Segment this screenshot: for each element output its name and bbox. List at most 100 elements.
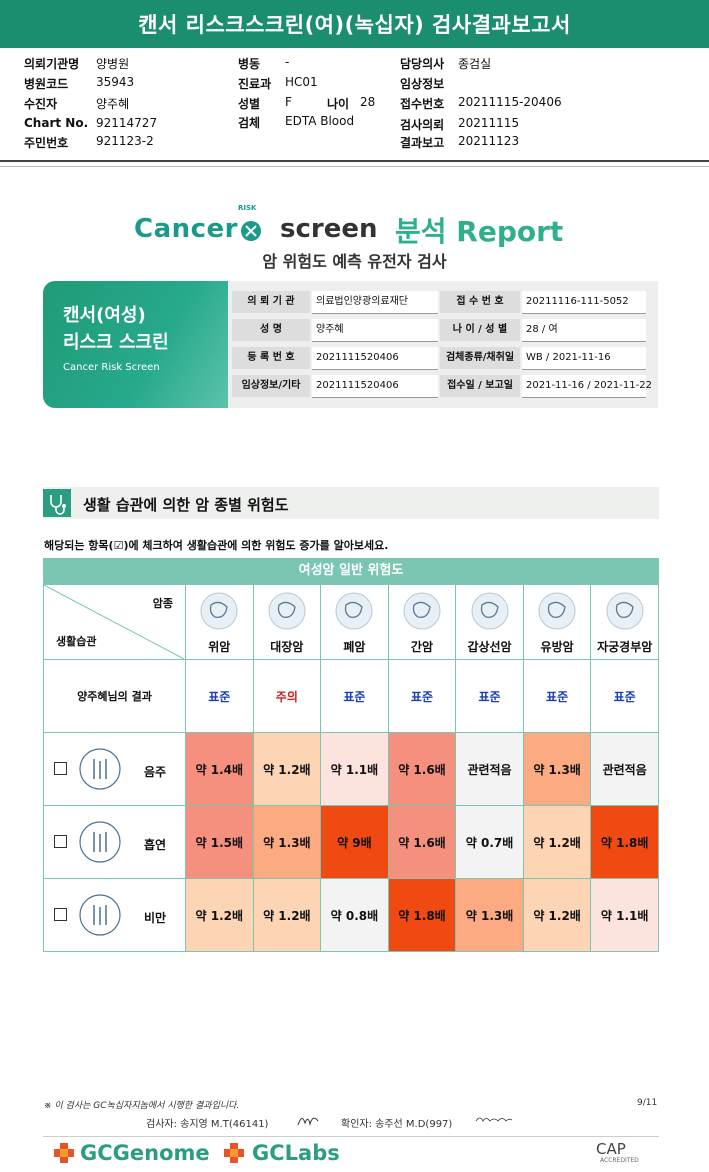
result-row-label: 양주혜님의 결과 [43, 659, 186, 733]
confirmer-signature [475, 1117, 513, 1122]
dna-logo-icon [241, 221, 261, 241]
liver-icon [400, 591, 444, 634]
info-value: 의료법인양광의료재단 [312, 291, 438, 314]
section-title: 생활 습관에 의한 암 종별 위험도 [83, 496, 289, 514]
habit-rows: 음주 약 1.4배 약 1.2배 약 1.1배 약 1.6배 관련적음 약 1.3배 관련적음… [43, 732, 659, 952]
info-value: 양주혜 [312, 319, 438, 342]
header-label: 임상정보 [400, 77, 445, 91]
info-value: 28 / 여 [522, 319, 646, 342]
stomach-icon [197, 591, 241, 634]
result-cell: 표준 [387, 659, 457, 733]
colon-icon [265, 591, 309, 634]
cancer-name: 간암 [410, 640, 434, 654]
header-label: Chart No. [24, 116, 89, 130]
risk-value-cell: 약 0.7배 [455, 805, 524, 879]
risk-table-heading: 여성암 일반 위험도 [43, 558, 659, 584]
header-label: 성별 [238, 97, 261, 111]
risk-value-cell: 약 1.2배 [185, 878, 254, 952]
habit-row: 음주 약 1.4배 약 1.2배 약 1.1배 약 1.6배 관련적음 약 1.3배 관련적음 [43, 732, 659, 806]
header-divider-thin [0, 166, 709, 167]
risk-value-cell: 약 1.8배 [387, 878, 457, 952]
header-label: 의뢰기관명 [24, 57, 80, 71]
header-label: 병동 [238, 57, 261, 71]
habit-checkbox[interactable] [54, 762, 67, 775]
habit-checkbox[interactable] [54, 908, 67, 921]
footer-note: ※ 이 검사는 GC녹십자지놈에서 시행한 결과입니다. [44, 1101, 240, 1111]
result-cell: 주의 [252, 659, 322, 733]
cap-logo: CAP [596, 1140, 626, 1158]
logo-report-text: 분석 Report [395, 215, 564, 248]
header-label: 접수번호 [400, 97, 445, 111]
info-label: 나 이 / 성 별 [440, 319, 520, 341]
corner-cell: 암종 생활습관 [43, 584, 186, 660]
cancer-col-header: 폐암 [320, 584, 389, 660]
obesity-icon [78, 893, 122, 940]
header-divider [0, 160, 709, 162]
corner-diagonal [44, 585, 184, 659]
risk-value-cell: 약 1.2배 [522, 878, 592, 952]
risk-value-cell: 약 1.2배 [522, 805, 592, 879]
header-value: 양주혜 [96, 97, 130, 111]
logo-risk-text: RISK [238, 204, 257, 212]
product-card-line2: 리스크 스크린 [63, 332, 169, 353]
header-value: 20211115-20406 [458, 95, 562, 109]
risk-value-cell: 약 1.2배 [252, 878, 322, 952]
cancer-name: 유방암 [540, 640, 574, 654]
report-title: 캔서 리스크스크린(여)(녹십자) 검사결과보고서 [138, 13, 571, 37]
habit-checkbox[interactable] [54, 835, 67, 848]
header-label: 주민번호 [24, 136, 69, 150]
cancer-name: 폐암 [343, 640, 366, 654]
logo-cancer-text: Cancer [134, 214, 239, 244]
logo-screen-text: screen [280, 214, 378, 244]
info-label: 접 수 번 호 [440, 291, 520, 313]
result-row: 양주혜님의 결과 표준 주의 표준 표준 표준 표준 표준 [43, 659, 659, 733]
stethoscope-icon [43, 489, 71, 517]
patient-header: 의뢰기관명 양병원 병원코드 35943 수진자 양주혜 Chart No. 9… [0, 55, 709, 155]
cancer-screen-logo: Cancer RISK screen 분석 Report [0, 204, 709, 250]
breast-icon [535, 591, 579, 634]
header-label: 결과보고 [400, 136, 445, 150]
risk-value-cell: 약 9배 [320, 805, 389, 879]
risk-table: 암종 생활습관 위암 대장암 폐암 간암 갑상선암 유방암 자궁경부암 양주혜님… [43, 584, 659, 952]
gc-genome-logo: GCGenome [80, 1141, 210, 1165]
product-card-line1: 캔서(여성) [63, 305, 146, 326]
cancer-name: 갑상선암 [467, 640, 512, 654]
cancer-type-row: 암종 생활습관 위암 대장암 폐암 간암 갑상선암 유방암 자궁경부암 [43, 584, 659, 660]
habit-label-cell: 비만 [43, 878, 186, 952]
cap-accredited: ACCREDITED [600, 1157, 639, 1164]
header-value: 양병원 [96, 57, 130, 71]
info-label: 접수일 / 보고일 [440, 375, 520, 397]
info-value: 2021111520406 [312, 375, 438, 398]
result-cell: 표준 [590, 659, 659, 733]
risk-value-cell: 약 1.3배 [252, 805, 322, 879]
info-label: 의 뢰 기 관 [232, 291, 310, 313]
header-value: HC01 [285, 75, 318, 89]
result-cell: 표준 [320, 659, 389, 733]
risk-value-cell: 약 0.8배 [320, 878, 389, 952]
product-card-line3: Cancer Risk Screen [63, 362, 160, 373]
header-label: 수진자 [24, 97, 58, 111]
info-value: 20211116-111-5052 [522, 291, 646, 314]
result-cell: 표준 [522, 659, 592, 733]
info-label: 검체종류/채취일 [440, 347, 520, 369]
header-value: 20211115 [458, 116, 520, 130]
header-label: 검사의뢰 [400, 118, 445, 132]
risk-value-cell: 약 1.1배 [320, 732, 389, 806]
habit-label-cell: 음주 [43, 732, 186, 806]
thyroid-icon [468, 591, 512, 634]
habit-row: 흡연 약 1.5배 약 1.3배 약 9배 약 1.6배 약 0.7배 약 1.2배 약 1.… [43, 805, 659, 879]
habit-label-cell: 흡연 [43, 805, 186, 879]
risk-value-cell: 약 1.6배 [387, 732, 457, 806]
cancer-col-header: 유방암 [522, 584, 592, 660]
habit-row: 비만 약 1.2배 약 1.2배 약 0.8배 약 1.8배 약 1.3배 약 1.2배 약 … [43, 878, 659, 952]
instruction-text: 해당되는 항목(☑)에 체크하여 생활습관에 의한 위험도 증가를 알아보세요. [44, 539, 389, 552]
info-value: 2021-11-16 / 2021-11-22 [522, 375, 652, 398]
habit-name: 음주 [144, 765, 167, 779]
smoking-icon [78, 820, 122, 867]
cancer-name: 자궁경부암 [597, 640, 653, 654]
risk-value-cell: 약 1.1배 [590, 878, 659, 952]
cancer-col-header: 대장암 [252, 584, 322, 660]
corner-bottom-label: 생활습관 [56, 635, 97, 648]
header-label: 검체 [238, 116, 261, 130]
header-value: 921123-2 [96, 134, 154, 148]
